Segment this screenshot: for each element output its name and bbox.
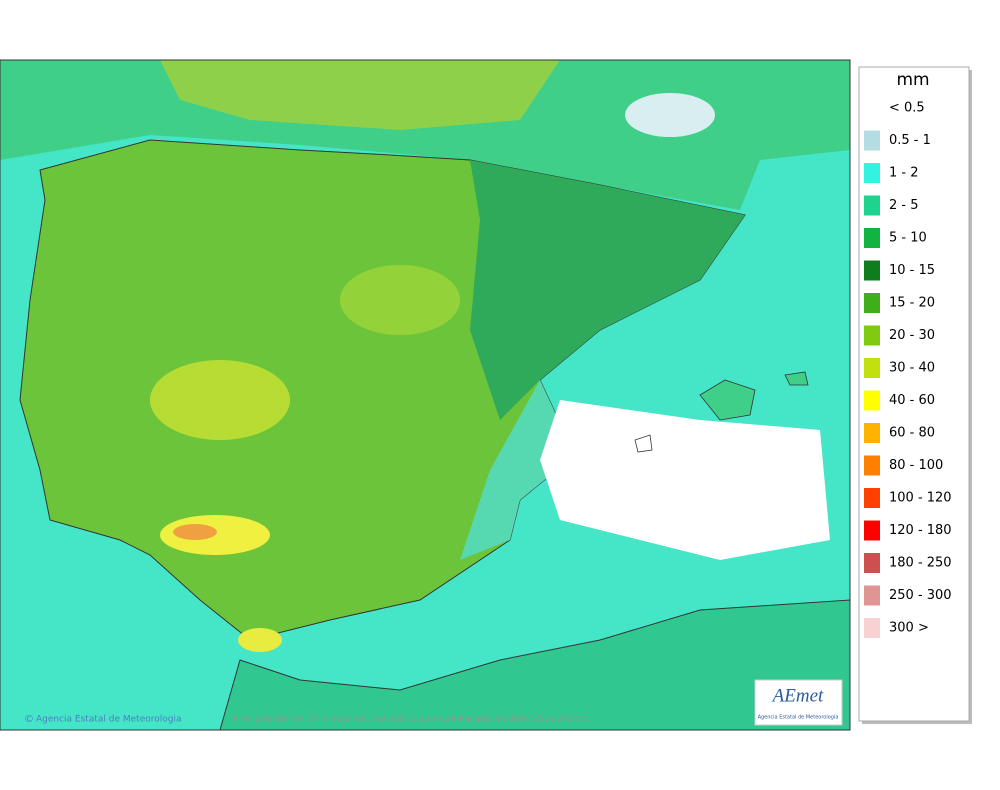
logo-box xyxy=(754,679,843,726)
legend-swatch xyxy=(864,260,880,281)
legend-swatch xyxy=(864,130,880,151)
legend-swatch xyxy=(864,358,880,378)
legend-unit: mm xyxy=(896,70,929,90)
yellow-area xyxy=(238,628,282,652)
legend-swatch xyxy=(864,618,880,638)
legend-label: 20 - 30 xyxy=(889,328,935,343)
legend-label: 10 - 15 xyxy=(889,263,935,278)
map-frame xyxy=(0,59,851,731)
legend-swatch xyxy=(864,455,880,476)
yellow-area xyxy=(150,360,290,440)
legend-label: 0.5 - 1 xyxy=(889,133,931,148)
legend-label: 30 - 40 xyxy=(889,361,935,376)
legend-label: 180 - 250 xyxy=(889,556,952,571)
northeast xyxy=(470,160,745,420)
legend-swatch xyxy=(864,553,880,573)
legend-swatch xyxy=(864,488,880,508)
logo-name: AEmet xyxy=(771,685,824,706)
menorca xyxy=(784,371,809,386)
legend-label: 40 - 60 xyxy=(889,393,935,408)
legend-label: 120 - 180 xyxy=(889,523,952,538)
legend-swatch xyxy=(864,423,880,443)
legend-swatch xyxy=(864,163,880,183)
copyright-icon: © xyxy=(24,714,34,725)
legend-swatch xyxy=(864,195,880,216)
dry-area xyxy=(625,93,715,137)
legend-label: 60 - 80 xyxy=(889,426,935,441)
france-inland xyxy=(160,60,560,130)
green-area xyxy=(340,265,460,335)
legend-swatch xyxy=(864,585,880,606)
dry-sea xyxy=(540,400,830,560)
legend-label: 5 - 10 xyxy=(889,231,927,246)
legend-swatch xyxy=(864,228,880,248)
legend: mm < 0.5 0.5 - 1 1 - 2 2 - 5 5 - 10 10 - 15 15… xyxy=(858,66,972,724)
legend-label: 80 - 100 xyxy=(889,458,943,473)
legend-label: 1 - 2 xyxy=(889,166,919,181)
legend-label: < 0.5 xyxy=(889,101,925,116)
credit: Agencia Estatal de Meteorologia xyxy=(36,715,182,725)
logo-subtitle: Agencia Estatal de Meteorología xyxy=(758,714,839,721)
ibiza xyxy=(634,434,653,453)
mallorca xyxy=(699,379,756,421)
legend-label: 100 - 120 xyxy=(889,491,952,506)
east-coast xyxy=(460,380,575,560)
legend-label: 2 - 5 xyxy=(889,198,919,213)
legend-swatch xyxy=(864,325,880,346)
legend-swatch xyxy=(864,520,880,541)
legend-swatch xyxy=(864,293,880,313)
orange-area xyxy=(173,524,217,540)
legend-label: 250 - 300 xyxy=(889,588,952,603)
legend-label: 300 > xyxy=(889,621,929,636)
caption: Precipitación en 24 h máxima. Validez: 2… xyxy=(233,714,591,725)
legend-label: 15 - 20 xyxy=(889,296,935,311)
legend-swatch xyxy=(864,390,880,411)
map: © Agencia Estatal de Meteorologia Precip… xyxy=(0,59,851,731)
